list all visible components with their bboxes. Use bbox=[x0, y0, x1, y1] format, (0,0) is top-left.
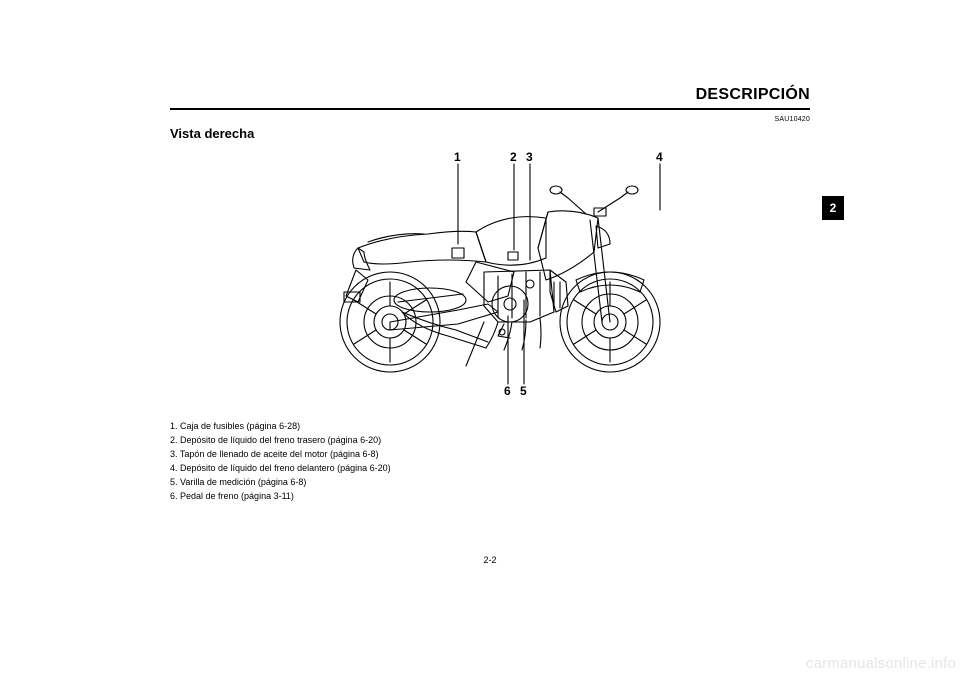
legend-item: 4. Depósito de líquido del freno delante… bbox=[170, 462, 391, 476]
legend-item: 1. Caja de fusibles (página 6-28) bbox=[170, 420, 391, 434]
document-code: SAU10420 bbox=[775, 116, 810, 123]
view-subheading: Vista derecha bbox=[170, 126, 254, 141]
callout-3: 3 bbox=[526, 150, 533, 164]
page-title: DESCRIPCIÓN bbox=[696, 86, 810, 104]
motorcycle-svg bbox=[298, 152, 682, 400]
legend-item: 2. Depósito de líquido del freno trasero… bbox=[170, 434, 391, 448]
watermark: carmanualsonline.info bbox=[806, 655, 956, 672]
figure-legend: 1. Caja de fusibles (página 6-28) 2. Dep… bbox=[170, 420, 391, 504]
callout-4: 4 bbox=[656, 150, 663, 164]
legend-item: 6. Pedal de freno (página 3-11) bbox=[170, 490, 391, 504]
chapter-tab: 2 bbox=[822, 196, 844, 220]
legend-item: 3. Tapón de llenado de aceite del motor … bbox=[170, 448, 391, 462]
legend-item: 5. Varilla de medición (página 6-8) bbox=[170, 476, 391, 490]
callout-6: 6 bbox=[504, 384, 511, 398]
callout-5: 5 bbox=[520, 384, 527, 398]
manual-page: DESCRIPCIÓN SAU10420 Vista derecha 2 1 2… bbox=[170, 108, 810, 588]
page-number: 2-2 bbox=[483, 555, 496, 565]
callout-1: 1 bbox=[454, 150, 461, 164]
motorcycle-figure: 1 2 3 4 6 5 bbox=[298, 152, 682, 400]
callout-2: 2 bbox=[510, 150, 517, 164]
